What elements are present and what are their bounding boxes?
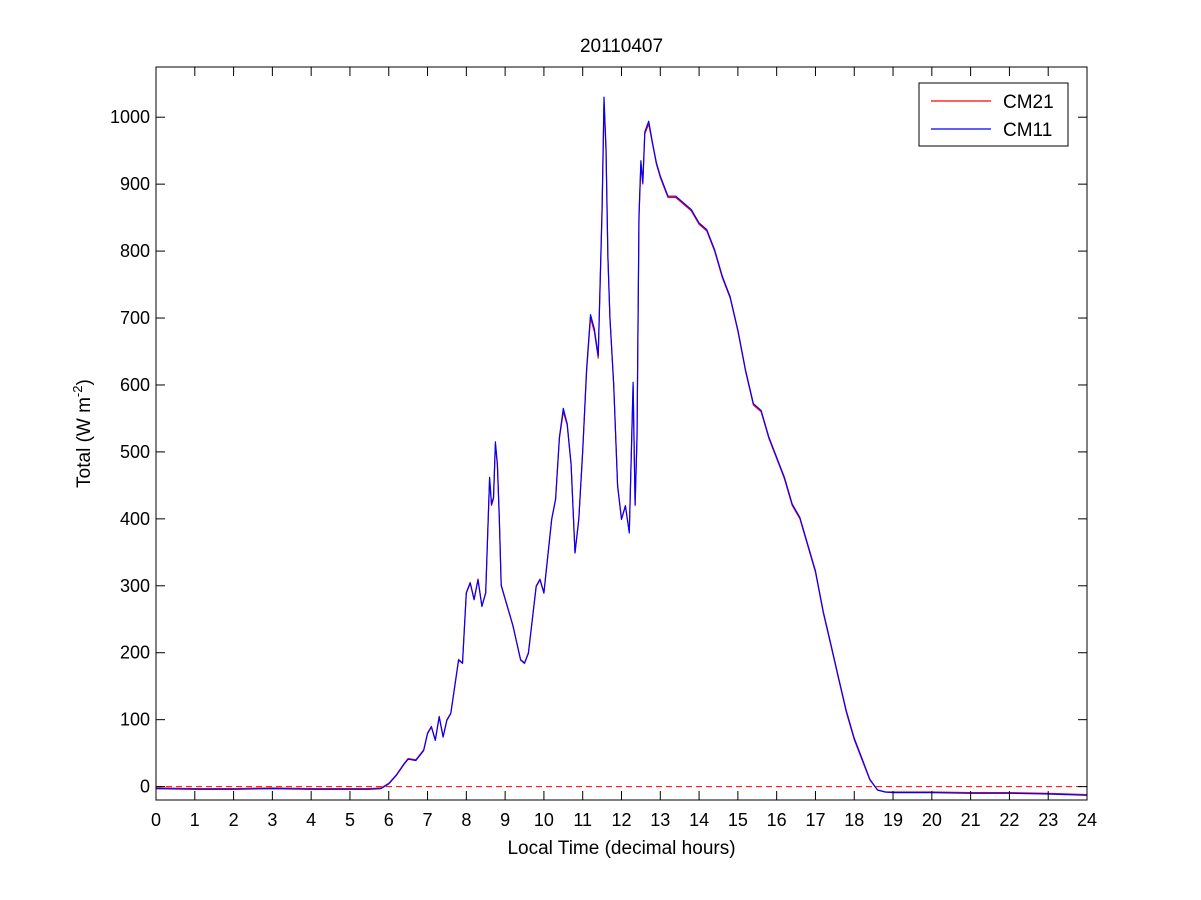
x-tick-label: 11: [573, 810, 592, 830]
y-axis-title: Total (W m-2): [70, 379, 95, 488]
x-tick-label: 13: [650, 810, 670, 830]
x-tick-label: 2: [229, 810, 239, 830]
x-tick-label: 7: [423, 810, 433, 830]
x-tick-label: 17: [805, 810, 825, 830]
legend: CM21 CM11: [918, 82, 1069, 147]
chart-title: 20110407: [580, 36, 663, 57]
y-tick-label: 200: [120, 643, 150, 663]
x-tick-label: 5: [345, 810, 355, 830]
ticks-layer: 0 1 2 3 4 5 6 7 8 9 10 11 12 13 14 15 16 17 18 19 20 21 22 23 24…: [110, 67, 1097, 830]
y-tick-label: 0: [140, 777, 150, 797]
legend-label-cm21: CM21: [1003, 92, 1054, 113]
y-tick-label: 600: [120, 375, 150, 395]
y-tick-label: 700: [120, 308, 150, 328]
x-tick-label: 23: [1038, 810, 1058, 830]
x-tick-label: 24: [1077, 810, 1097, 830]
x-tick-label: 8: [461, 810, 471, 830]
x-axis-title: Local Time (decimal hours): [507, 838, 735, 859]
y-tick-label: 100: [120, 710, 150, 730]
x-tick-label: 12: [611, 810, 631, 830]
x-tick-label: 16: [767, 810, 787, 830]
x-tick-label: 21: [961, 810, 981, 830]
y-tick-label: 500: [120, 442, 150, 462]
y-tick-label: 400: [120, 509, 150, 529]
x-tick-label: 18: [844, 810, 864, 830]
y-axis-title-superscript: -2: [70, 385, 85, 397]
x-tick-label: 14: [689, 810, 709, 830]
x-tick-label: 0: [151, 810, 161, 830]
x-tick-label: 15: [728, 810, 748, 830]
series-layer: [155, 96, 1088, 796]
legend-label-cm11: CM11: [1003, 120, 1052, 141]
series-line-cm11: [155, 96, 1088, 796]
x-tick-label: 4: [306, 810, 316, 830]
y-tick-label: 800: [120, 241, 150, 261]
plot-frame: [155, 66, 1088, 801]
y-axis-title-suffix: ): [74, 379, 95, 385]
x-tick-label: 3: [267, 810, 277, 830]
legend-box: [918, 82, 1069, 147]
y-tick-label: 900: [120, 174, 150, 194]
y-tick-label: 300: [120, 576, 150, 596]
x-tick-label: 20: [922, 810, 942, 830]
x-tick-label: 19: [883, 810, 903, 830]
x-tick-label: 22: [999, 810, 1019, 830]
y-axis-title-main: Total (W m: [74, 397, 95, 488]
x-tick-label: 10: [534, 810, 554, 830]
x-tick-label: 1: [190, 810, 200, 830]
x-tick-label: 6: [384, 810, 394, 830]
y-tick-label: 1000: [110, 107, 150, 127]
x-tick-label: 9: [500, 810, 510, 830]
